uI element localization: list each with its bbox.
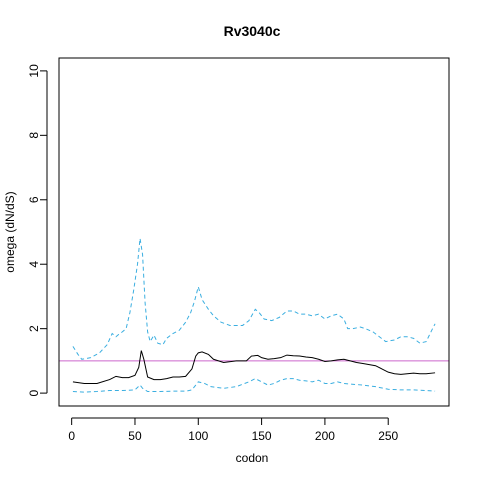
y-tick-label: 2 [27,325,41,332]
y-tick-label: 6 [27,196,41,203]
x-axis-label: codon [236,451,269,465]
y-axis-label: omega (dN/dS) [3,191,17,272]
chart-title: Rv3040c [224,23,281,39]
plot-frame [58,57,450,407]
y-tick-label: 8 [27,132,41,139]
x-tick-label: 150 [252,429,272,443]
x-tick-label: 250 [378,429,398,443]
omega-upper-ci-line [72,238,436,360]
omega-lower-ci-line [72,378,436,393]
axis-ticks: 0 50 100 150 200 250 0 2 4 6 8 10 [27,64,399,443]
x-tick-label: 0 [68,429,75,443]
y-tick-label: 0 [27,389,41,396]
x-tick-label: 200 [315,429,335,443]
x-tick-label: 50 [128,429,142,443]
x-tick-label: 100 [188,429,208,443]
series-layer [72,238,436,393]
omega-mean-line [72,350,436,384]
y-tick-label: 10 [27,64,41,78]
y-tick-label: 4 [27,261,41,268]
